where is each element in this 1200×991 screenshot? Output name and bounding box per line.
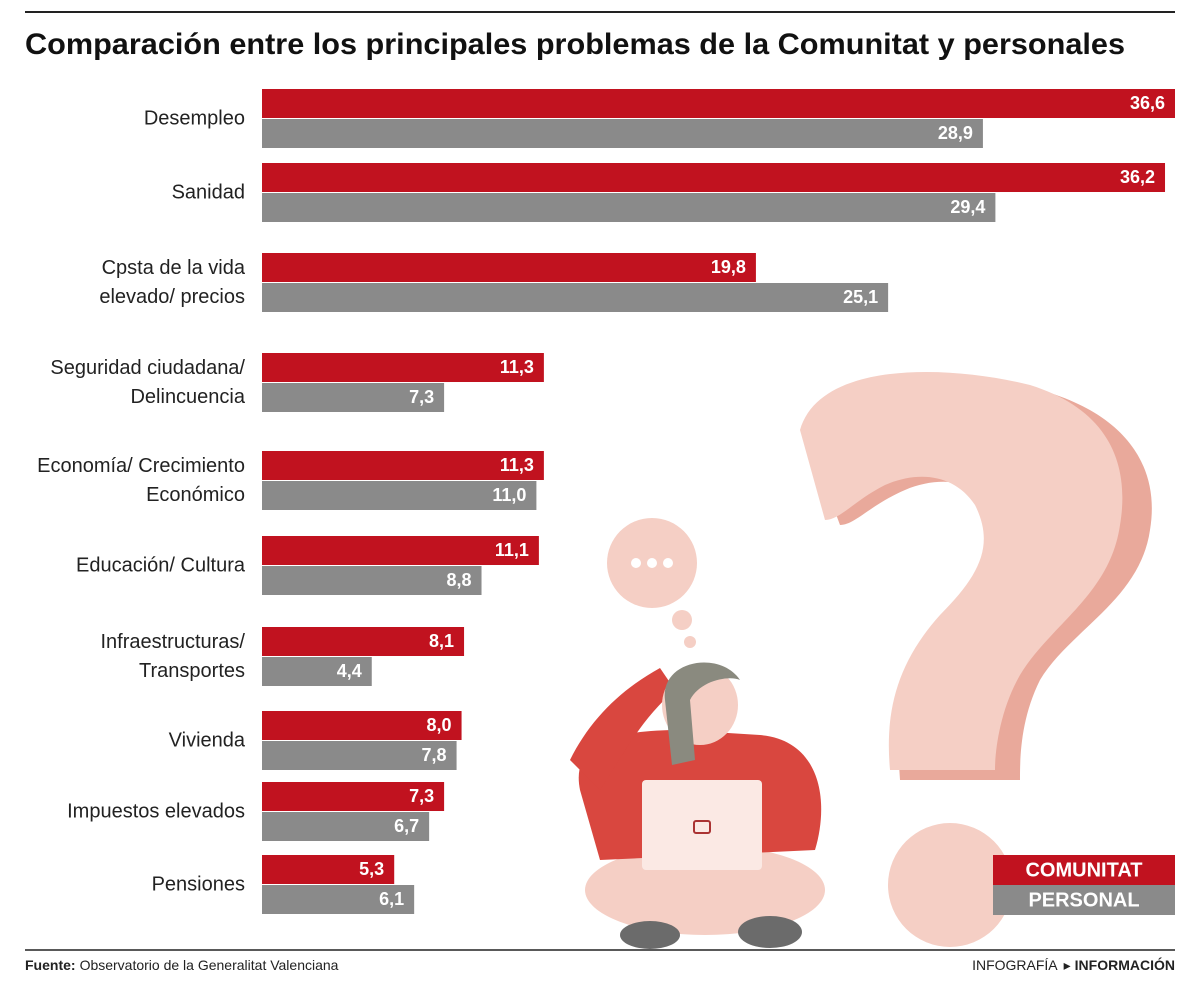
value-label: 7,3 (409, 387, 434, 407)
credit-2: INFORMACIÓN (1075, 956, 1175, 973)
category-label: Vivienda (169, 729, 246, 751)
bar (262, 536, 539, 565)
bar (262, 782, 445, 811)
bar (262, 119, 983, 148)
value-label: 11,1 (495, 540, 529, 560)
bar (262, 253, 756, 282)
bar (262, 711, 462, 740)
bar (262, 451, 544, 480)
credit-1: INFOGRAFÍA (972, 957, 1058, 973)
bar (262, 353, 544, 382)
value-label: 8,0 (427, 715, 452, 735)
category-label: Pensiones (152, 873, 245, 895)
chart-title: Comparación entre los principales proble… (25, 28, 1125, 61)
bar (262, 383, 445, 412)
value-label: 28,9 (938, 123, 973, 143)
category-label: elevado/ precios (99, 286, 245, 308)
bar (262, 741, 457, 770)
value-label: 36,2 (1120, 167, 1155, 187)
category-label: Seguridad ciudadana/ (50, 357, 245, 379)
bar (262, 283, 889, 312)
category-label: Impuestos elevados (67, 800, 245, 822)
value-label: 36,6 (1130, 93, 1165, 113)
category-label: Económico (146, 484, 245, 506)
value-label: 8,1 (429, 631, 454, 651)
source: Fuente: Observatorio de la Generalitat Va… (25, 957, 339, 973)
value-label: 19,8 (711, 257, 746, 277)
bar (262, 193, 996, 222)
bar (262, 566, 482, 595)
value-label: 4,4 (337, 661, 362, 681)
value-label: 5,3 (359, 859, 384, 879)
illustration (570, 371, 1152, 949)
bar (262, 89, 1175, 118)
credit-arrow: ▸ (1064, 957, 1071, 973)
value-label: 7,8 (422, 745, 447, 765)
credit: INFOGRAFÍA ▸ INFORMACIÓN (972, 956, 1175, 973)
category-label: Sanidad (172, 181, 245, 203)
legend-swatch (993, 885, 1175, 915)
source-text: Observatorio de la Generalitat Valencian… (80, 957, 339, 973)
category-label: Transportes (139, 660, 245, 682)
bar (262, 481, 537, 510)
category-label: Economía/ Crecimiento (37, 455, 245, 477)
legend-label: PERSONAL (1028, 889, 1139, 911)
category-label: Desempleo (144, 107, 245, 129)
bar (262, 855, 395, 884)
value-label: 7,3 (409, 786, 434, 806)
bar (262, 885, 415, 914)
bar (262, 657, 372, 686)
value-label: 6,1 (379, 889, 404, 909)
category-label: Delincuencia (130, 386, 245, 408)
value-label: 29,4 (950, 197, 985, 217)
bar (262, 812, 430, 841)
value-label: 25,1 (843, 287, 878, 307)
value-label: 11,0 (492, 485, 526, 505)
category-label: Educación/ Cultura (76, 554, 246, 576)
category-label: Infraestructuras/ (100, 631, 245, 653)
value-label: 11,3 (500, 357, 534, 377)
bar (262, 163, 1166, 192)
source-label: Fuente: (25, 957, 76, 973)
category-label: Cpsta de la vida (102, 257, 246, 279)
bar (262, 627, 465, 656)
value-label: 6,7 (394, 816, 419, 836)
legend-label: COMUNITAT (1025, 859, 1142, 881)
value-label: 11,3 (500, 455, 534, 475)
value-label: 8,8 (446, 570, 471, 590)
legend-swatch (993, 855, 1175, 885)
